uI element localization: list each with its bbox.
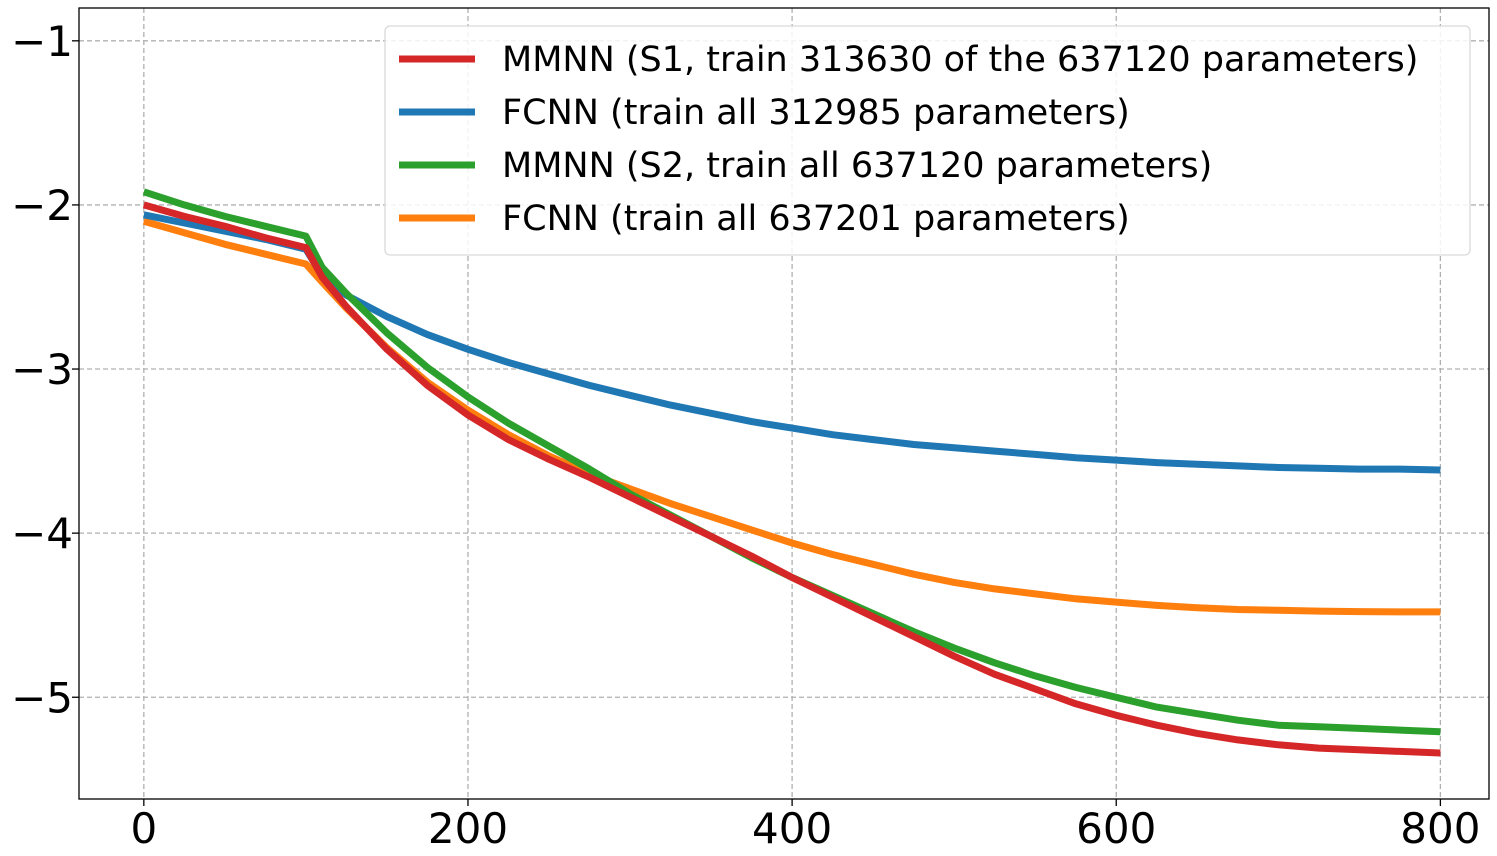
legend-box (384, 25, 1471, 256)
axes-frame (78, 7, 1490, 800)
y-tick-label: −3 (11, 345, 73, 394)
series-lines (142, 188, 1441, 757)
series-line-1 (142, 201, 1441, 757)
x-tick-label: 400 (752, 804, 832, 853)
y-tick-label: −2 (11, 181, 73, 230)
legend-label-1: MMNN (S1, train 313630 of the 637120 par… (502, 40, 1418, 80)
legend: MMNN (S1, train 313630 of the 637120 par… (384, 25, 1471, 256)
axis-ticks: 0 200 400 600 800 −1 −2 −3 −4 −5 (11, 17, 1480, 853)
x-tick-label: 600 (1076, 804, 1156, 853)
x-tick-label: 200 (428, 804, 508, 853)
legend-label-2: FCNN (train all 312985 parameters) (502, 93, 1130, 133)
legend-label-3: MMNN (S2, train all 637120 parameters) (502, 146, 1212, 186)
x-tick-label: 800 (1400, 804, 1480, 853)
y-tick-label: −1 (11, 17, 73, 66)
x-tick-label: 0 (130, 804, 157, 853)
y-tick-label: −5 (11, 673, 73, 722)
legend-label-4: FCNN (train all 637201 parameters) (502, 199, 1130, 239)
y-tick-label: −4 (11, 509, 73, 558)
